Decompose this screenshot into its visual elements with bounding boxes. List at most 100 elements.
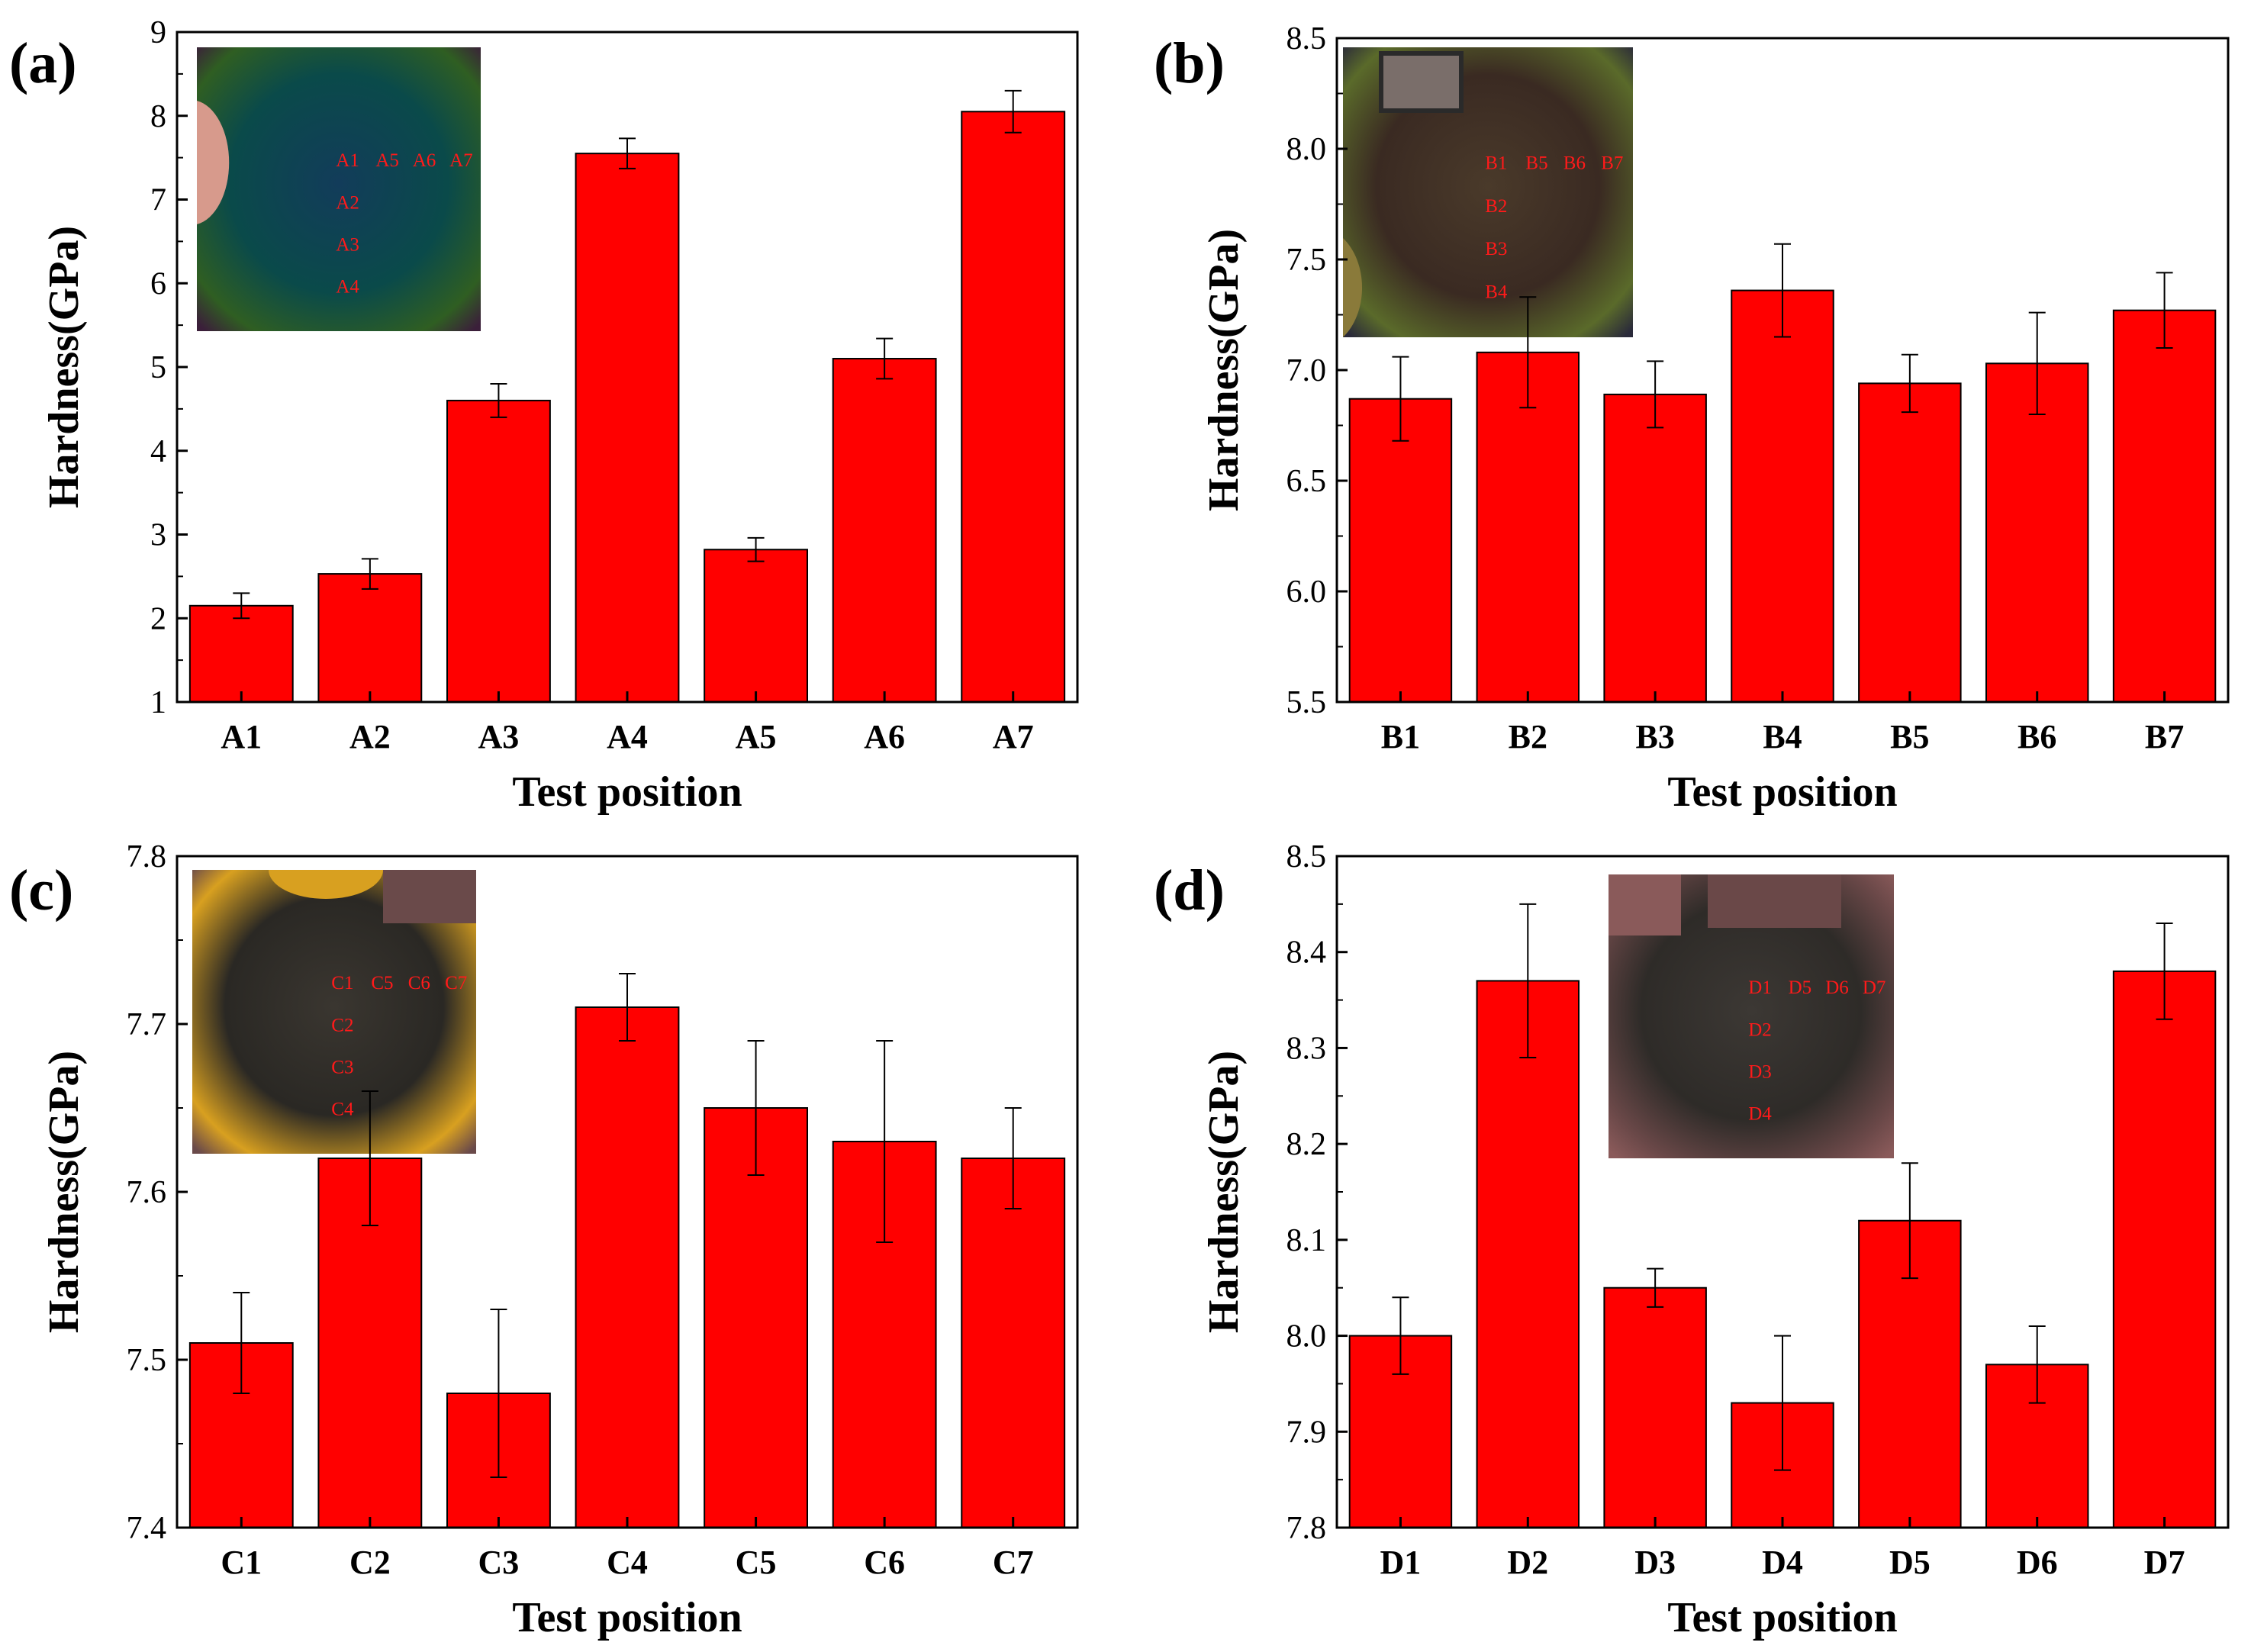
inset-label-B6: B6 [1563,153,1586,174]
x-tick-label-C1: C1 [221,1544,262,1581]
inset-label-D6: D6 [1825,977,1849,998]
bar-B1 [1348,398,1453,703]
bar-B2 [1476,351,1580,703]
x-tick-label-A5: A5 [736,718,777,755]
bar-B4 [1731,289,1834,704]
x-tick-label-C4: C4 [607,1544,648,1581]
error-bar-C2 [361,1090,378,1226]
indent-mark [383,870,476,923]
inset-label-D7: D7 [1863,977,1886,998]
y-tick-label: 8.4 [1287,935,1327,971]
inset-label-C4: C4 [331,1099,354,1119]
y-tick-label: 7.8 [1287,1511,1327,1546]
x-tick-label-B4: B4 [1763,718,1802,755]
error-bar-B1 [1392,356,1409,442]
y-tick-label: 8.5 [1287,839,1327,874]
bar-D2 [1476,980,1580,1528]
inset-label-A3: A3 [336,234,359,255]
y-axis-title: Hardness(GPa) [1200,229,1248,511]
y-tick-label: 7.5 [127,1343,167,1378]
error-bar-B3 [1647,360,1664,429]
inset-label-D5: D5 [1789,977,1812,998]
x-axis-title: Test position [512,1594,742,1641]
bar-D7 [2112,970,2217,1529]
x-tick-label-B3: B3 [1635,718,1674,755]
bar-A3 [446,399,551,704]
x-tick-label-D2: D2 [1507,1544,1548,1581]
error-bar-D4 [1774,1335,1791,1471]
x-tick-label-C7: C7 [993,1544,1034,1581]
inset-label-A4: A4 [336,276,359,297]
x-tick-label-B6: B6 [2018,718,2056,755]
y-tick-label: 3 [150,518,166,553]
panel-letter: (b) [1154,31,1225,95]
error-bar-C1 [233,1292,250,1394]
error-bar-C3 [490,1309,507,1478]
x-tick-label-D5: D5 [1889,1544,1931,1581]
y-tick-label: 6.5 [1287,464,1327,499]
indent-mark [1708,874,1841,928]
inset-background [197,47,481,331]
y-tick-label: 7.4 [127,1511,167,1546]
y-tick-label: 7.0 [1287,353,1327,388]
y-tick-label: 8 [150,99,166,134]
y-tick-label: 4 [150,434,166,469]
x-tick-label-D1: D1 [1380,1544,1422,1581]
panel-letter: (d) [1154,858,1225,923]
bar-A5 [704,549,809,703]
x-axis-title: Test position [512,768,742,816]
inset-photo: D1 D5 D6 D7 D2 D3 D4 [1609,874,1894,1158]
inset-label-A5: A5 [375,150,399,171]
inset-label-B7: B7 [1601,153,1623,174]
inset-label-B2: B2 [1485,196,1507,217]
bar-A6 [832,358,937,703]
y-tick-label: 7 [150,183,166,218]
inset-label-D1: D1 [1748,977,1772,998]
x-tick-label-A7: A7 [993,718,1034,755]
error-bar-D2 [1519,903,1537,1058]
indent-mark [197,101,230,224]
bar-A7 [961,111,1066,703]
x-tick-label-A6: A6 [864,718,905,755]
y-tick-label: 7.7 [127,1007,167,1042]
bar-D3 [1603,1286,1707,1528]
inset-label-A6: A6 [413,150,436,171]
panel-letter: (c) [9,858,73,923]
bar-B7 [2112,309,2217,703]
x-tick-label-A2: A2 [349,718,391,755]
error-bar-A7 [1004,89,1022,134]
y-tick-label: 8.0 [1287,132,1327,167]
x-tick-label-B1: B1 [1381,718,1420,755]
bar-B3 [1603,393,1707,704]
inset-label-C2: C2 [331,1015,353,1035]
inset-label-C6: C6 [408,973,430,993]
bar-A4 [575,153,680,703]
y-tick-label: 8.5 [1287,21,1327,56]
y-tick-label: 5 [150,350,166,385]
error-bar-B4 [1774,243,1791,338]
y-tick-label: 8.3 [1287,1031,1327,1066]
inset-photo: C1 C5 C6 C7 C2 C3 C4 [192,870,476,1154]
x-tick-label-D7: D7 [2144,1544,2185,1581]
inset-label-B4: B4 [1485,282,1508,302]
y-tick-label: 7.6 [127,1175,167,1210]
error-bar-C4 [619,973,636,1042]
error-bar-C7 [1004,1107,1022,1209]
inset-label-D3: D3 [1748,1061,1772,1082]
y-axis-title: Hardness(GPa) [1200,1051,1248,1333]
error-bar-B7 [2156,272,2173,349]
indent-mark [1343,238,1363,337]
error-bar-D1 [1392,1296,1409,1375]
x-axis-title: Test position [1667,768,1897,816]
y-tick-label: 1 [150,685,166,720]
inset-label-C3: C3 [331,1057,353,1077]
inset-label-A2: A2 [336,192,359,213]
y-tick-label: 8.2 [1287,1127,1327,1162]
inset-label-A1: A1 [336,150,359,171]
x-tick-label-A3: A3 [478,718,520,755]
inset-label-B5: B5 [1525,153,1547,174]
inset-label-B3: B3 [1485,239,1507,259]
x-tick-label-C6: C6 [864,1544,905,1581]
y-tick-label: 7.9 [1287,1415,1327,1450]
